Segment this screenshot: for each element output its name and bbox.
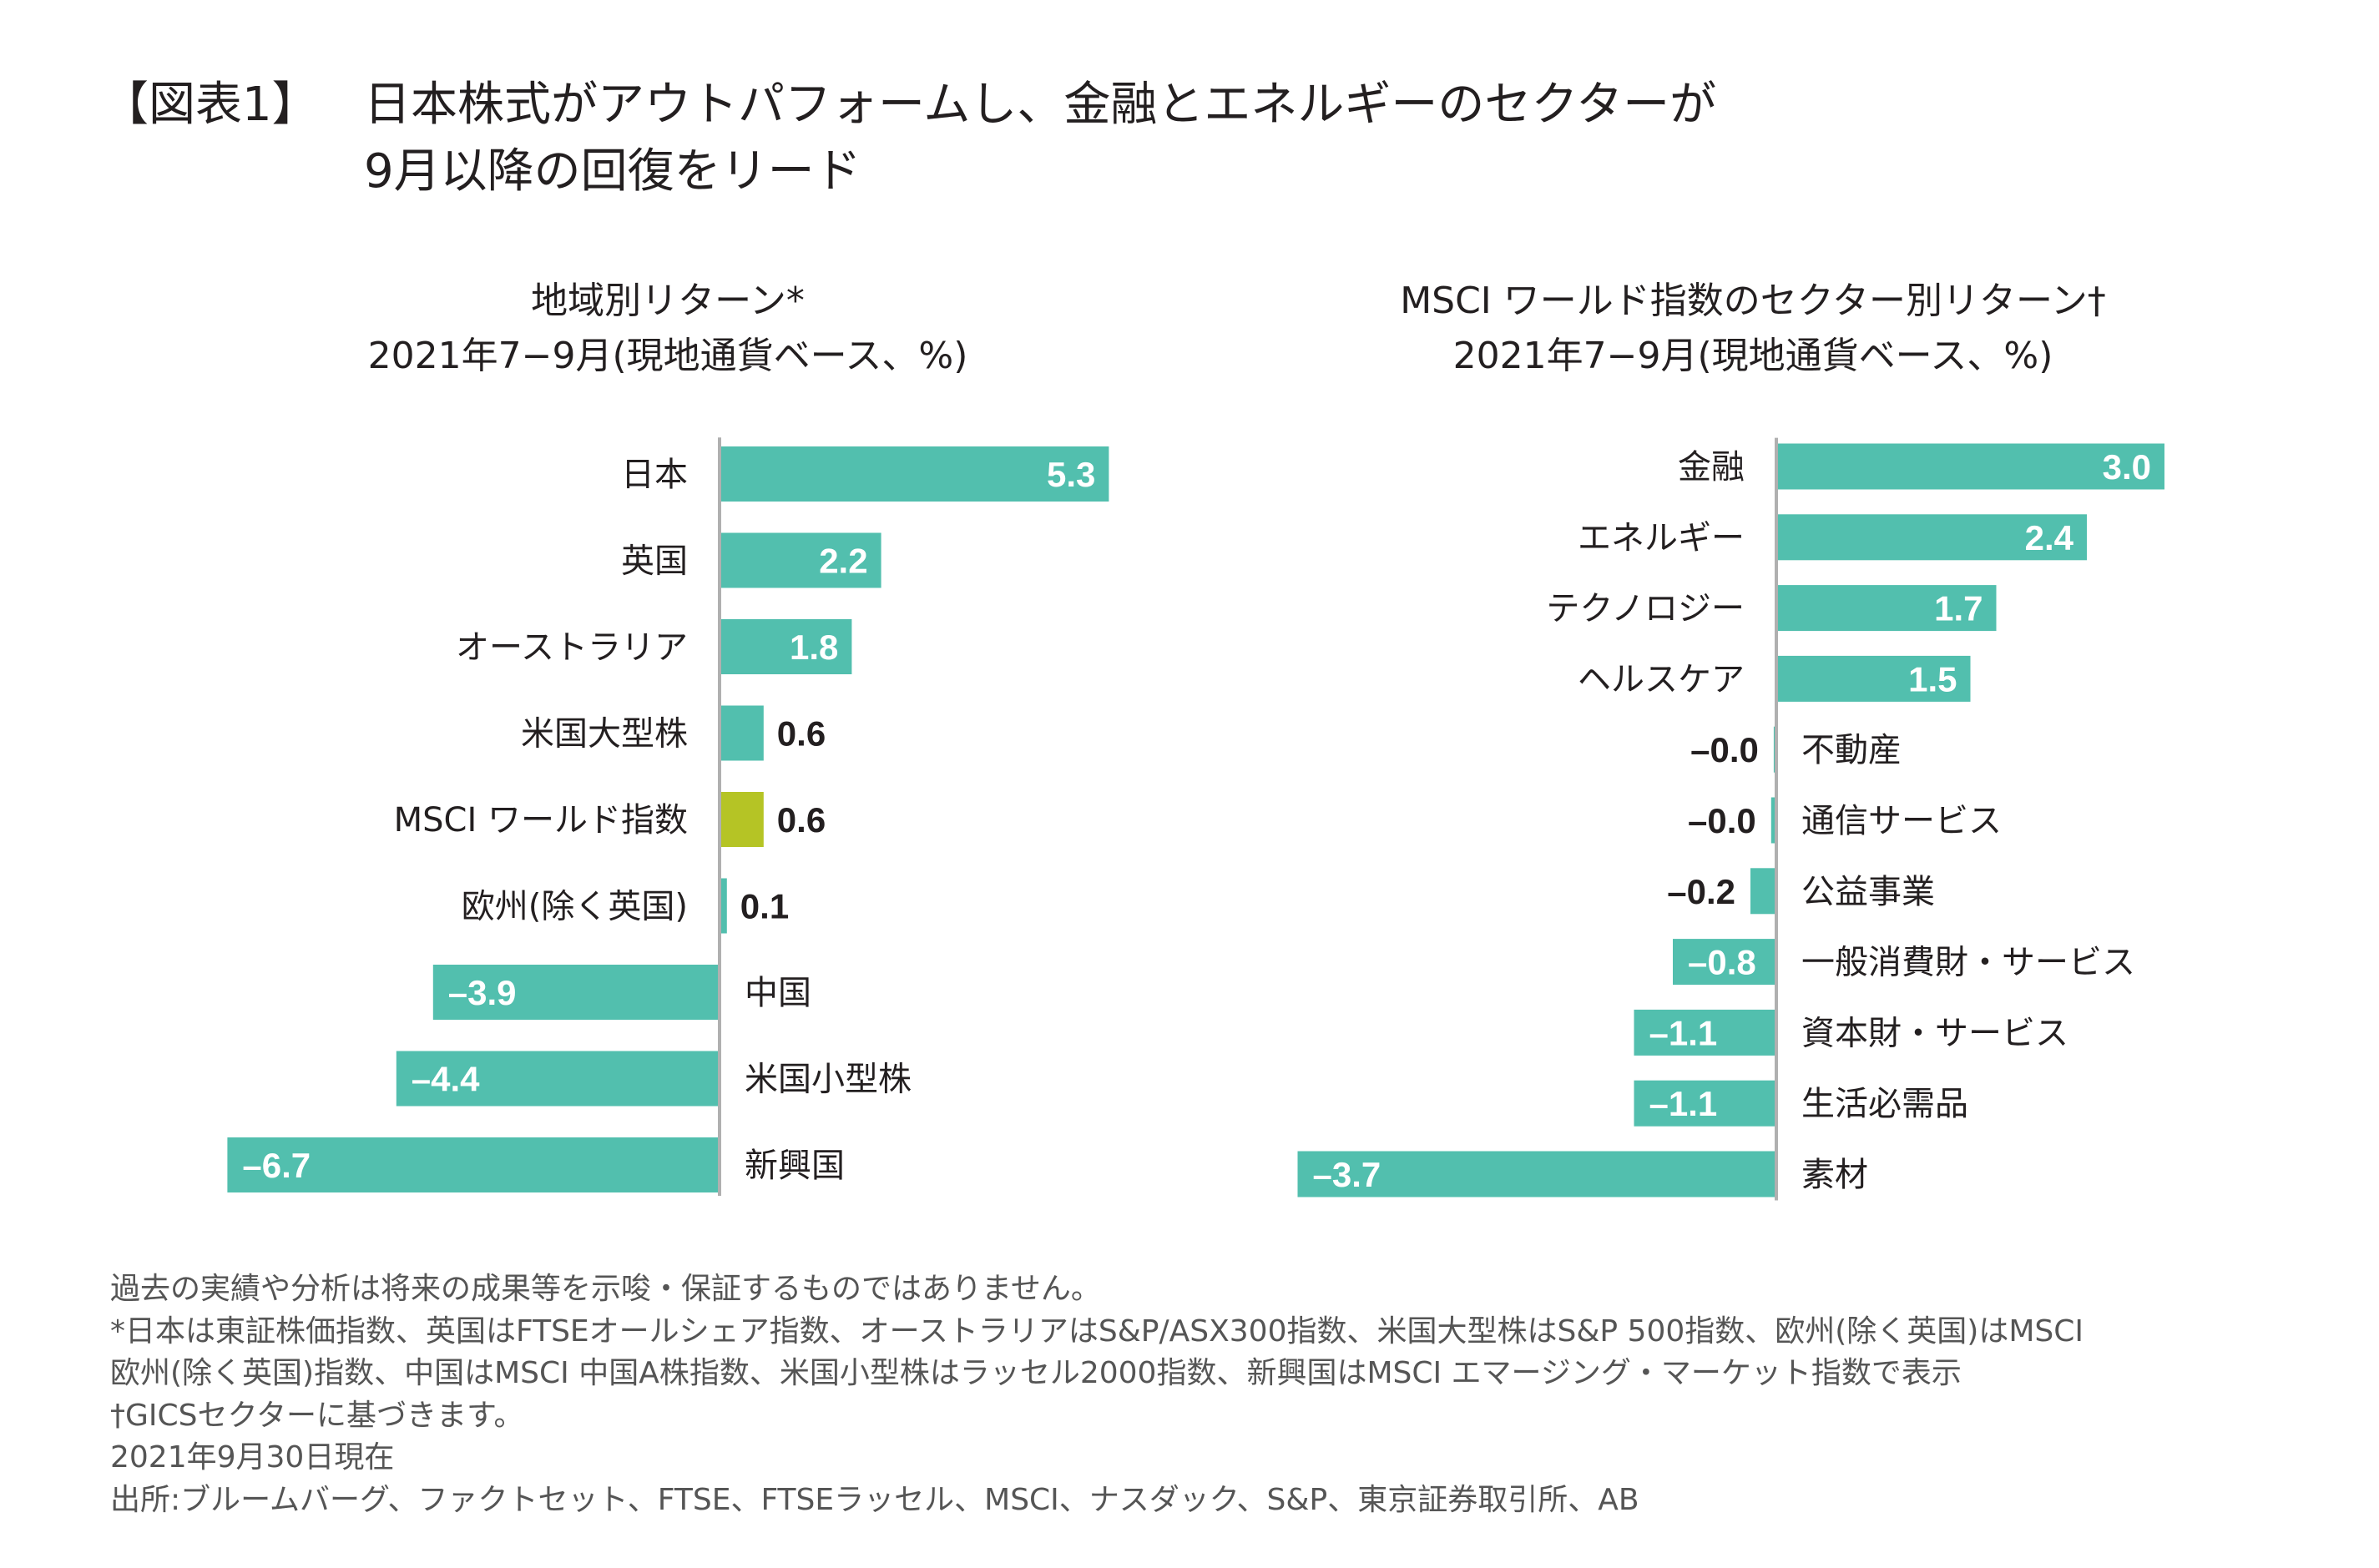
chart2-value-label: –0.0 [1690,730,1759,769]
chart1-value-label: 1.8 [790,628,838,667]
chart1-category-label: 英国 [621,542,688,581]
chart2-category-label: 公益事業 [1801,873,1935,911]
footnote-disclaimer: 過去の実績や分析は将来の成果等を示唆・保証するものではありません。 [110,1272,1101,1306]
chart1-value-label: 5.3 [1047,455,1095,494]
chart1-bar [720,705,764,761]
chart2-value-label: –1.1 [1649,1084,1718,1123]
chart2-bar [1776,443,2164,490]
footnote-indices-2: 欧州(除く英国)指数、中国はMSCI 中国A株指数、米国小型株はラッセル2000… [110,1356,1962,1390]
chart1-category-label: MSCI ワールド指数 [394,801,688,839]
chart2-category-label: 金融 [1678,448,1745,487]
chart1-bar [432,965,720,1020]
chart1-category-label: 欧州(除く英国) [462,888,688,926]
chart1-value-label: –6.7 [242,1146,311,1185]
chart1-category-label: 新興国 [745,1147,845,1185]
chart2-title: MSCI ワールド指数のセクター別リターン† [1400,280,2106,322]
chart1-value-label: 0.6 [777,714,826,754]
footnotes: 過去の実績や分析は将来の成果等を示唆・保証するものではありません。 *日本は東証… [110,1268,2084,1521]
chart2-title-block: MSCI ワールド指数のセクター別リターン† 2021年7−9月(現地通貨ベース… [1252,274,2254,384]
chart2-bar [1673,939,1776,986]
chart1-category-label: オーストラリア [456,628,688,667]
chart2-bar [1750,868,1776,915]
chart1-subtitle: 2021年7−9月(現地通貨ベース、%) [367,335,968,377]
footnote-source: 出所:ブルームバーグ、ファクトセット、FTSE、FTSEラッセル、MSCI、ナス… [110,1482,1639,1517]
chart1-bar [396,1051,720,1107]
chart1-value-label: 0.6 [777,800,826,839]
footnote-gics: †GICSセクターに基づきます。 [110,1398,524,1433]
chart2-bar [1634,1009,1776,1056]
chart2-bar [1776,655,1971,702]
chart1-value-label: –4.4 [412,1060,480,1099]
chart2-category-label: 通信サービス [1801,802,2002,840]
chart2-value-label: –0.2 [1667,872,1735,911]
chart2-category-label: 素材 [1801,1156,1868,1194]
chart1-category-label: 米国小型株 [745,1061,912,1099]
footnote-indices-1: *日本は東証株価指数、英国はFTSEオールシェア指数、オーストラリアはS&P/A… [110,1313,2084,1349]
chart2-category-label: ヘルスケア [1578,660,1745,698]
chart2-bar [1776,585,1997,632]
chart2-value-label: –1.1 [1649,1013,1718,1052]
chart2-value-label: 2.4 [2025,518,2074,557]
chart1-bar [720,792,764,847]
chart2-category-label: 不動産 [1801,731,1902,769]
chart2-category-label: テクノロジー [1546,590,1745,628]
chart1-title-block: 地域別リターン* 2021年7−9月(現地通貨ベース、%) [250,274,1085,384]
chart1-bar [720,532,881,588]
chart1-category-label: 中国 [745,974,811,1012]
chart2-value-label: –3.7 [1313,1155,1381,1194]
chart2-value-label: 1.5 [1908,659,1957,698]
chart1-bar [227,1137,720,1192]
chart2-value-label: –0.8 [1688,943,1756,982]
chart1-title: 地域別リターン* [531,280,805,322]
chart1-bar [720,446,1109,502]
chart2-bar [1776,514,2087,561]
chart1-bar [720,619,852,674]
chart1-category-label: 日本 [621,456,688,494]
chart1-value-label: 0.1 [740,887,789,926]
figure-number: 【図表1】 [102,78,319,132]
chart2-category-label: エネルギー [1578,519,1745,557]
chart2-value-label: –0.0 [1688,801,1756,840]
chart2-subtitle: 2021年7−9月(現地通貨ベース、%) [1452,335,2053,377]
chart1-category-label: 米国大型株 [521,715,688,754]
chart1-value-label: 2.2 [819,542,867,581]
chart2-category-label: 生活必需品 [1801,1085,1968,1123]
chart2-bar [1770,797,1776,844]
chart2-category-label: 一般消費財・サービス [1801,944,2135,982]
footnote-date: 2021年9月30日現在 [110,1440,395,1475]
chart1-bar [720,878,727,934]
chart1-value-label: –3.9 [448,973,517,1012]
chart2-category-label: 資本財・サービス [1801,1014,2068,1052]
chart2-value-label: 1.7 [1934,589,1982,628]
page-title-line2: 9月以降の回復をリード [364,144,861,199]
chart2-value-label: 3.0 [2103,447,2151,487]
chart2-bar [1297,1151,1776,1197]
page-title-line1: 日本株式がアウトパフォームし、金融とエネルギーのセクターが [364,78,1717,132]
chart2-bar [1634,1080,1776,1127]
